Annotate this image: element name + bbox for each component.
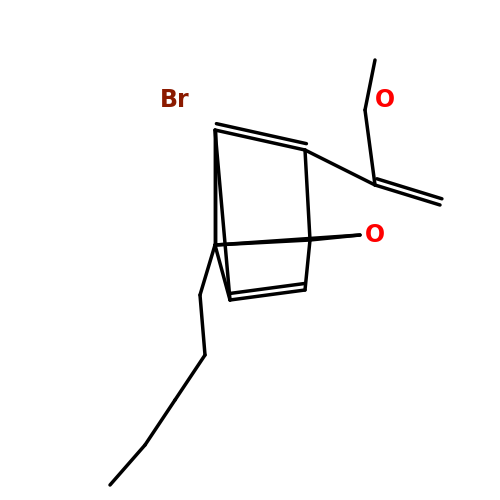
Text: O: O [375, 88, 395, 112]
Text: O: O [365, 223, 385, 247]
Text: Br: Br [160, 88, 190, 112]
